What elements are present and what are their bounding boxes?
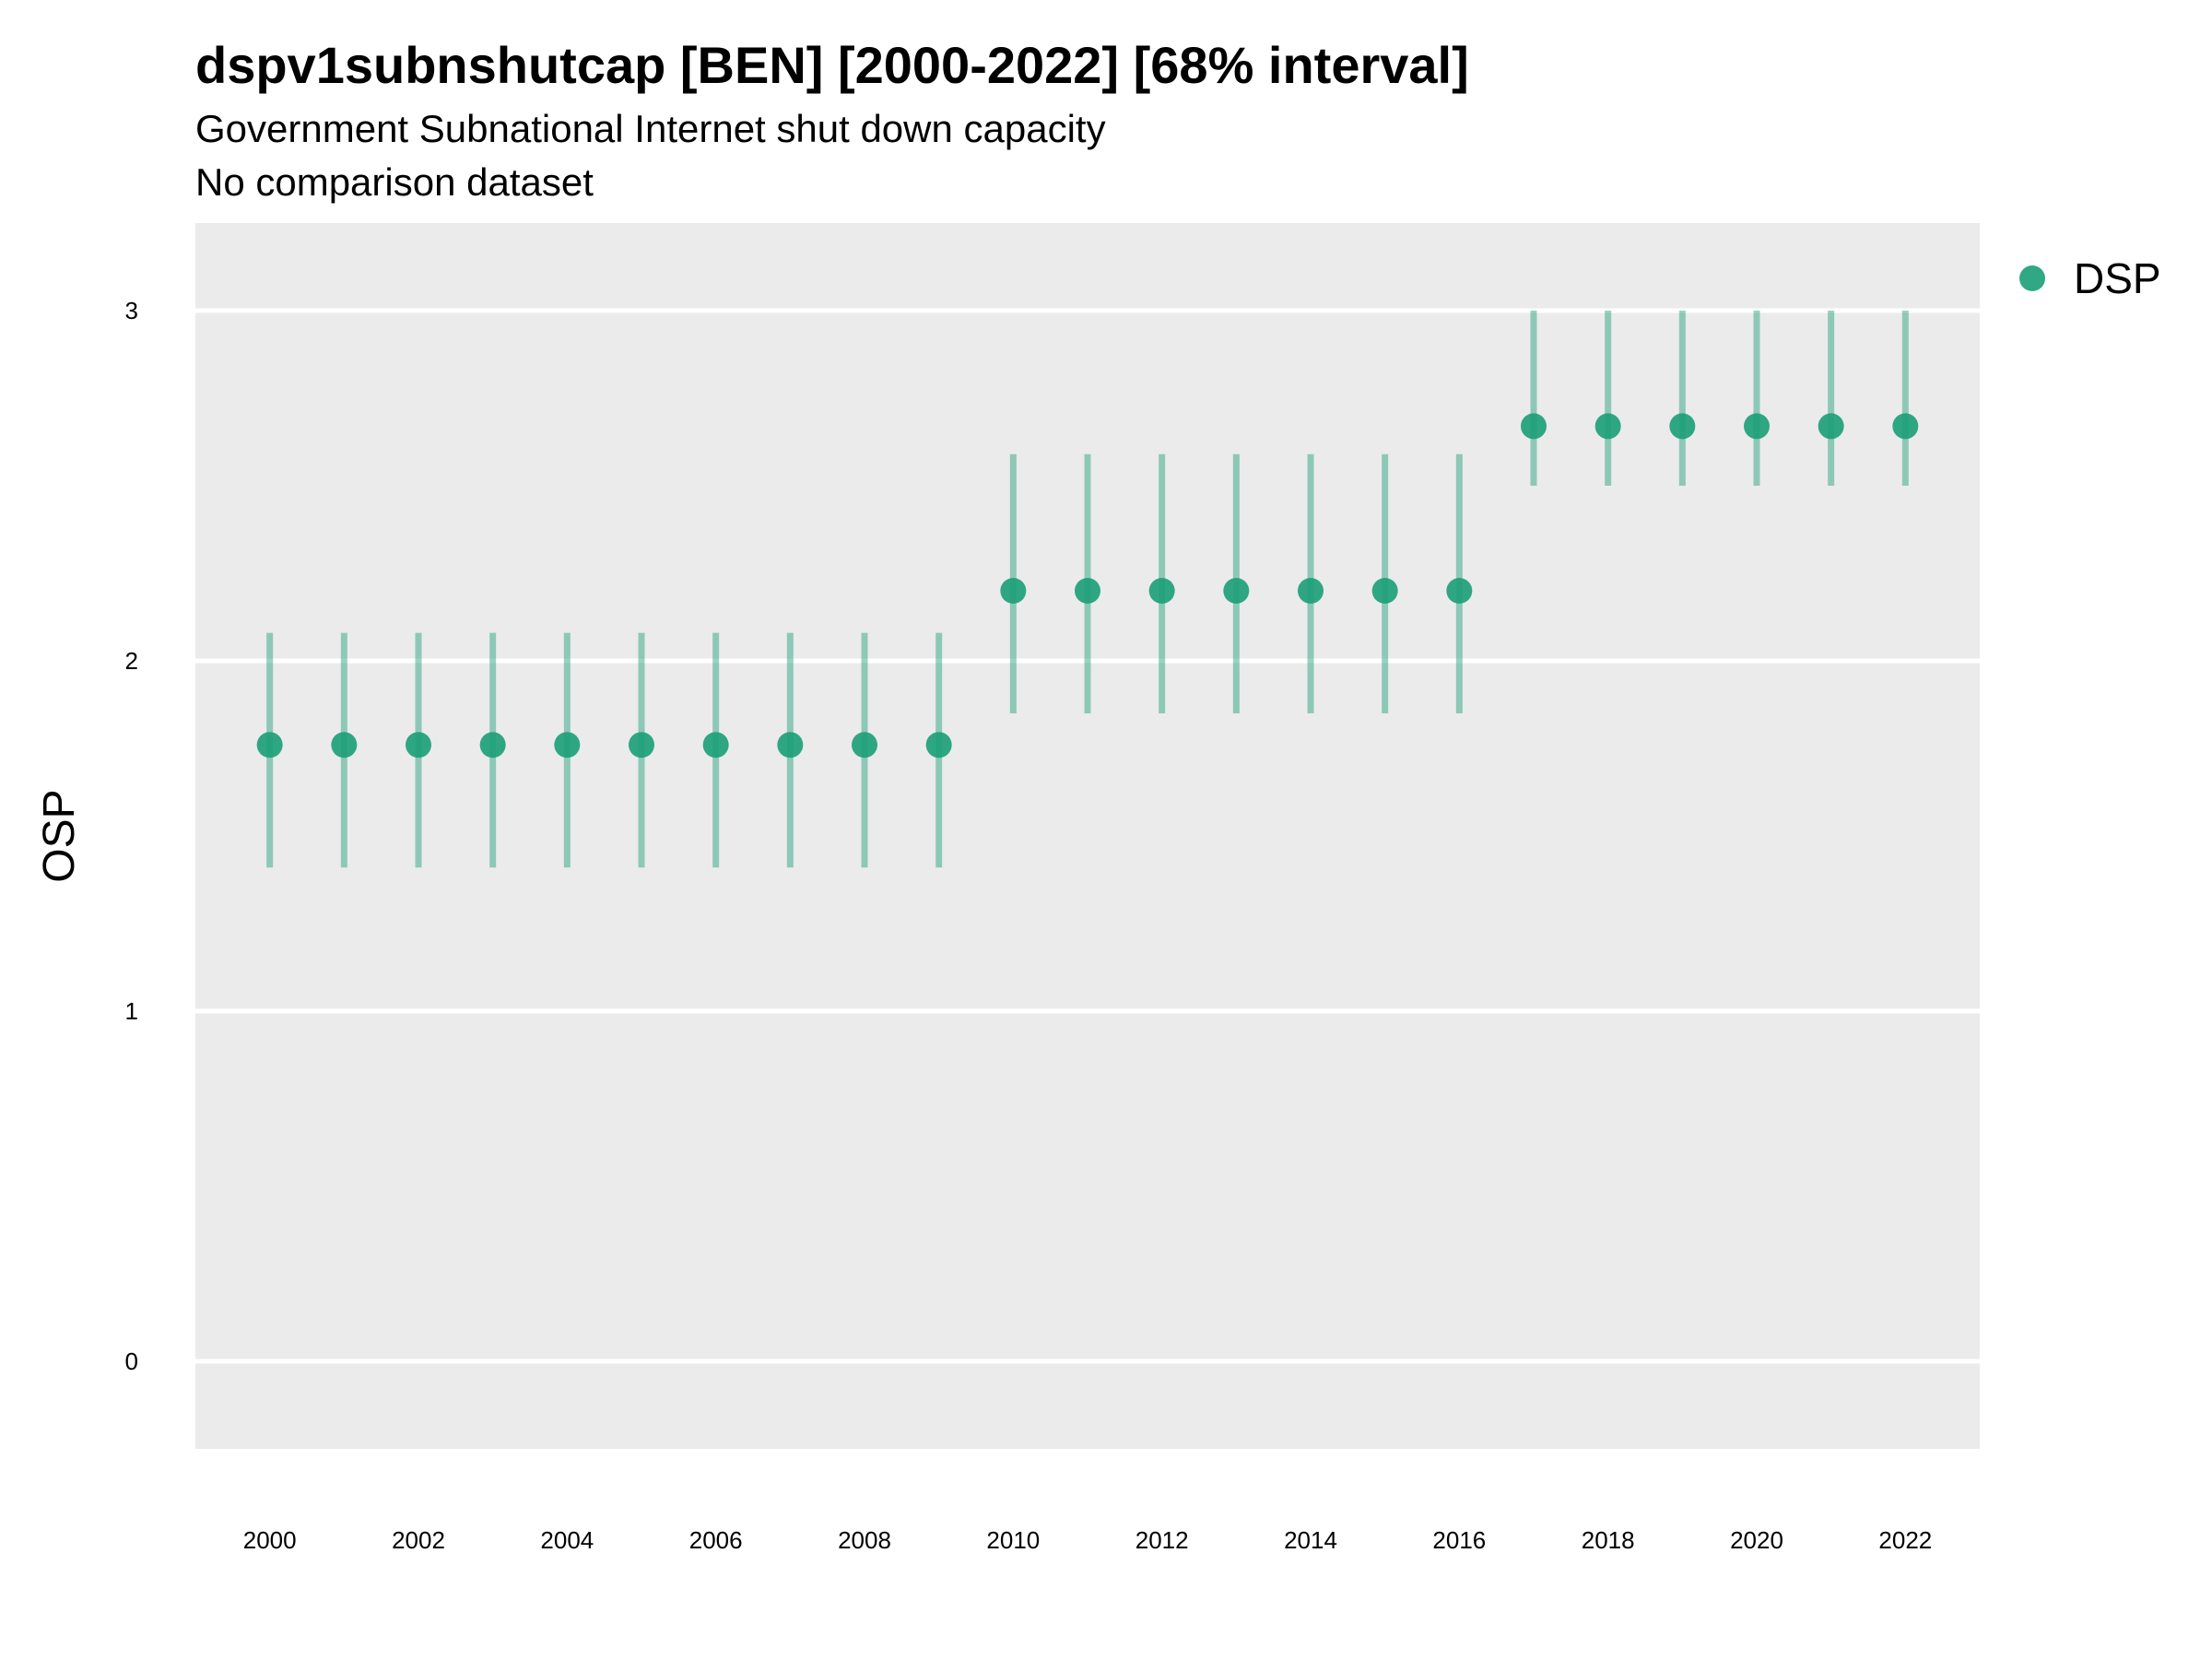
y-tick-labels: 0 1 2 3: [125, 297, 138, 1375]
x-tick-label: 2018: [1582, 1526, 1635, 1554]
x-tick-label: 2000: [243, 1526, 297, 1554]
data-point: [1818, 413, 1844, 440]
data-point: [256, 732, 283, 759]
data-point: [852, 732, 877, 759]
x-tick-label: 2014: [1284, 1526, 1337, 1554]
y-tick-label: 1: [125, 997, 138, 1025]
data-point: [1075, 578, 1100, 604]
x-tick-label: 2022: [1878, 1526, 1932, 1554]
chart-comparison-note: No comparison dataset: [195, 160, 594, 204]
chart-title: dspv1subnshutcap [BEN] [2000-2022] [68% …: [195, 36, 1469, 94]
data-point: [479, 732, 506, 759]
data-point: [702, 732, 729, 759]
data-point: [629, 732, 654, 759]
x-tick-labels: 2000 2002 2004 2006 2008 2010 2012 2014 2016 2018…: [243, 1526, 1933, 1554]
data-point: [1744, 413, 1770, 440]
y-tick-label: 3: [125, 297, 138, 324]
x-tick-label: 2010: [986, 1526, 1040, 1554]
data-point: [1000, 578, 1027, 604]
x-tick-label: 2016: [1432, 1526, 1486, 1554]
data-point: [777, 732, 804, 759]
data-point: [1521, 413, 1547, 440]
data-point: [554, 732, 581, 759]
legend: DSP: [2019, 254, 2161, 302]
x-tick-label: 2020: [1730, 1526, 1783, 1554]
legend-marker-dsp: [2019, 265, 2045, 291]
data-point: [1594, 413, 1621, 440]
y-axis-title: OSP: [35, 789, 84, 882]
x-tick-label: 2008: [838, 1526, 891, 1554]
x-tick-label: 2012: [1135, 1526, 1189, 1554]
data-point: [1446, 578, 1473, 604]
data-points: [256, 413, 1919, 759]
y-tick-label: 2: [125, 647, 138, 675]
data-point: [1148, 578, 1175, 604]
data-point: [1892, 413, 1919, 440]
x-tick-label: 2004: [540, 1526, 594, 1554]
y-tick-label: 0: [125, 1347, 138, 1375]
data-point: [406, 732, 431, 759]
legend-label-dsp: DSP: [2074, 254, 2161, 302]
data-point: [1223, 578, 1250, 604]
x-tick-label: 2002: [392, 1526, 445, 1554]
data-point: [1669, 413, 1696, 440]
x-tick-label: 2006: [689, 1526, 743, 1554]
data-point: [1371, 578, 1398, 604]
data-point: [1298, 578, 1324, 604]
y-gridlines: [195, 308, 1980, 1364]
plot-panel: [195, 223, 1980, 1449]
data-point: [925, 732, 952, 759]
chart-subtitle: Government Subnational Internet shut dow…: [195, 107, 1106, 150]
data-point: [331, 732, 358, 759]
